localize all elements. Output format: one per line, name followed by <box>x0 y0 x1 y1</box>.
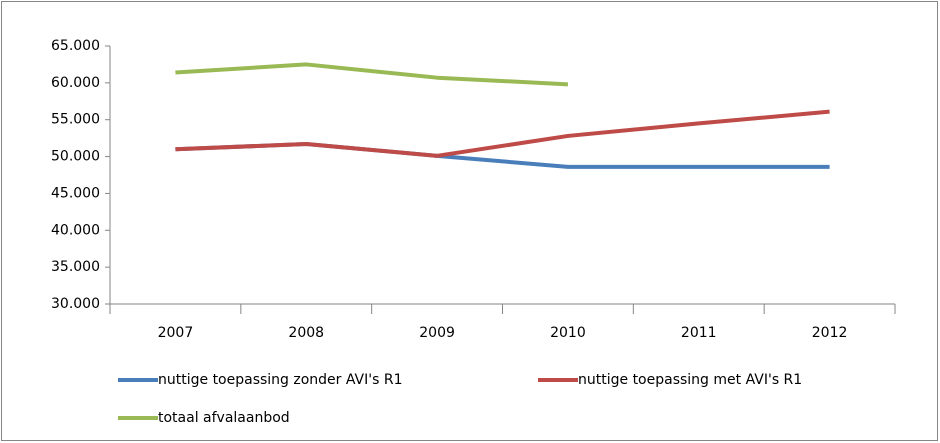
legend-label: nuttige toepassing zonder AVI's R1 <box>158 372 403 388</box>
y-tick-label: 65.000 <box>51 38 100 54</box>
y-tick-label: 45.000 <box>51 185 100 201</box>
y-tick-label: 50.000 <box>51 149 100 165</box>
legend-label: nuttige toepassing met AVI's R1 <box>578 372 802 388</box>
x-tick-label: 2007 <box>158 325 194 341</box>
x-tick-label: 2012 <box>812 325 848 341</box>
series-line <box>175 109 830 158</box>
y-tick-label: 60.000 <box>51 75 100 91</box>
y-tick-label: 55.000 <box>51 112 100 128</box>
x-tick-label: 2010 <box>550 325 586 341</box>
series-line <box>175 62 569 87</box>
legend-label: totaal afvalaanbod <box>158 410 290 426</box>
y-tick-label: 40.000 <box>51 222 100 238</box>
x-tick-label: 2011 <box>681 325 717 341</box>
x-tick-label: 2008 <box>288 325 324 341</box>
y-tick-label: 35.000 <box>51 259 100 275</box>
y-tick-label: 30.000 <box>51 296 100 312</box>
x-tick-label: 2009 <box>419 325 455 341</box>
